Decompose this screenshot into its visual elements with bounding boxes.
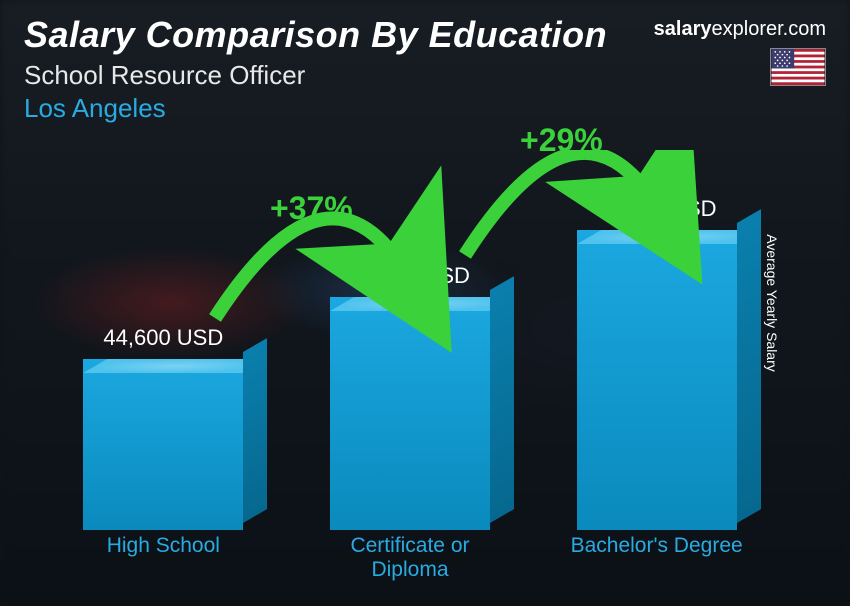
bar-group: 61,000 USD [310, 263, 510, 530]
bar-top-face [577, 230, 761, 244]
x-axis-labels: High School Certificate or Diploma Bache… [40, 534, 780, 586]
bar-front-face [330, 297, 490, 530]
increase-percent: +37% [270, 190, 353, 227]
bar [577, 230, 737, 530]
flag-icon [770, 48, 826, 86]
chart-subtitle: School Resource Officer [24, 60, 826, 91]
bar-label: High School [63, 534, 263, 586]
bar-value: 78,400 USD [597, 196, 717, 222]
bar-value: 44,600 USD [103, 325, 223, 351]
chart-location: Los Angeles [24, 93, 826, 124]
bar-side-face [243, 338, 267, 523]
brand-logo: salaryexplorer.com [654, 18, 826, 41]
bar-group: 44,600 USD [63, 325, 263, 530]
bar-front-face [577, 230, 737, 530]
bar [83, 359, 243, 530]
bar-label: Certificate or Diploma [310, 534, 510, 586]
brand-bold: salary [654, 18, 712, 40]
bar-side-face [737, 209, 761, 523]
bar-front-face [83, 359, 243, 530]
bar-top-face [330, 297, 514, 311]
salary-bar-chart: 44,600 USD 61,000 USD 78,400 USD [40, 150, 780, 586]
bar-label: Bachelor's Degree [557, 534, 757, 586]
bar-value: 61,000 USD [350, 263, 470, 289]
bar-side-face [490, 276, 514, 523]
brand-light: explorer [712, 18, 783, 40]
bar-top-face [83, 359, 267, 373]
bars-container: 44,600 USD 61,000 USD 78,400 USD [40, 150, 780, 530]
bar-group: 78,400 USD [557, 196, 757, 530]
brand-suffix: .com [783, 18, 826, 40]
increase-percent: +29% [520, 122, 603, 159]
bar [330, 297, 490, 530]
